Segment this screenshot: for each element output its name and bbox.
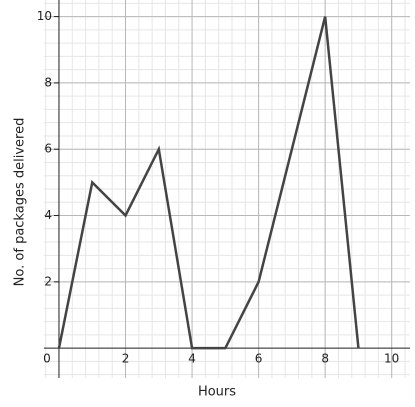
data-line <box>57 16 360 350</box>
x-axis-title: Hours <box>198 385 236 400</box>
y-tick-label: 4 <box>44 208 52 222</box>
y-tick-label: 10 <box>37 9 52 23</box>
y-tick-label: 2 <box>44 274 52 288</box>
x-tick-label: 4 <box>188 352 196 366</box>
x-tick-label: 8 <box>321 352 329 366</box>
x-tick-label: 6 <box>255 352 263 366</box>
y-tick-label: 6 <box>44 142 52 156</box>
y-tick-label: 8 <box>44 75 52 89</box>
y-axis-title: No. of packages delivered <box>13 118 28 287</box>
x-tick-label: 10 <box>384 352 399 366</box>
x-tick-label: 0 <box>43 352 51 366</box>
x-tick-label: 2 <box>122 352 130 366</box>
